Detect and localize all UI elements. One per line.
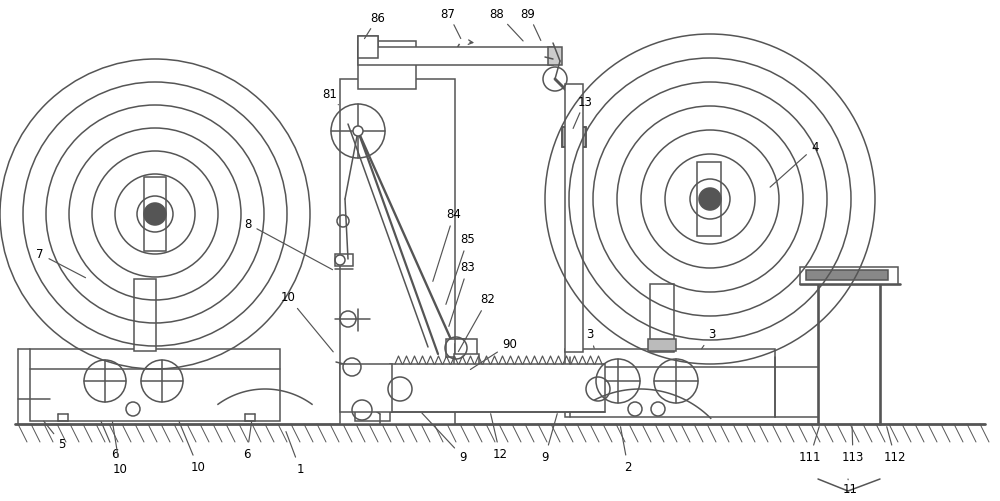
Text: 81: 81 bbox=[323, 87, 338, 106]
Text: 84: 84 bbox=[433, 208, 461, 282]
Bar bbox=[455, 339, 477, 357]
Bar bbox=[355, 399, 390, 421]
Bar bbox=[455, 344, 471, 358]
Text: 90: 90 bbox=[470, 338, 517, 370]
Bar bbox=[358, 37, 378, 59]
Circle shape bbox=[353, 127, 363, 137]
Circle shape bbox=[699, 188, 721, 210]
Bar bbox=[562, 128, 586, 148]
Text: 11: 11 bbox=[842, 479, 857, 495]
Text: 10: 10 bbox=[179, 422, 205, 473]
Bar bbox=[565, 349, 775, 417]
Bar bbox=[30, 349, 280, 421]
Text: 111: 111 bbox=[799, 427, 821, 463]
Bar bbox=[390, 364, 605, 412]
Text: 89: 89 bbox=[521, 8, 541, 42]
Bar bbox=[548, 48, 562, 66]
Text: 3: 3 bbox=[586, 328, 594, 349]
Bar bbox=[335, 255, 353, 267]
Bar bbox=[806, 271, 888, 281]
Text: 9: 9 bbox=[541, 414, 557, 463]
Bar bbox=[565, 85, 583, 352]
Text: 83: 83 bbox=[449, 261, 475, 327]
Bar bbox=[454, 354, 479, 372]
Text: 6: 6 bbox=[101, 422, 119, 460]
Text: 113: 113 bbox=[842, 427, 864, 463]
Bar bbox=[800, 268, 898, 285]
Text: 88: 88 bbox=[490, 8, 523, 42]
Text: 3: 3 bbox=[702, 328, 716, 349]
Text: 4: 4 bbox=[770, 141, 819, 188]
Text: 87: 87 bbox=[441, 8, 461, 40]
Text: 1: 1 bbox=[286, 432, 304, 475]
Text: 7: 7 bbox=[36, 248, 86, 278]
Bar bbox=[446, 339, 466, 357]
Text: 112: 112 bbox=[884, 427, 906, 463]
Text: 13: 13 bbox=[573, 95, 592, 129]
Text: 8: 8 bbox=[244, 218, 333, 270]
Bar bbox=[358, 42, 416, 90]
Bar bbox=[648, 339, 676, 351]
Text: 9: 9 bbox=[422, 413, 467, 463]
Text: 2: 2 bbox=[621, 427, 632, 473]
Bar bbox=[697, 163, 721, 236]
Bar bbox=[650, 285, 674, 352]
Bar bbox=[144, 178, 166, 252]
Text: 82: 82 bbox=[458, 293, 495, 352]
Text: 10: 10 bbox=[281, 291, 333, 352]
Text: 6: 6 bbox=[243, 422, 252, 460]
Bar bbox=[340, 364, 392, 412]
Circle shape bbox=[144, 203, 166, 225]
Bar bbox=[340, 80, 455, 424]
Text: 12: 12 bbox=[491, 414, 508, 460]
Text: 85: 85 bbox=[446, 233, 475, 305]
Text: 86: 86 bbox=[364, 12, 385, 40]
Bar bbox=[358, 37, 378, 57]
Bar bbox=[134, 280, 156, 351]
Bar bbox=[562, 128, 586, 148]
Text: 5: 5 bbox=[44, 421, 66, 450]
Text: 10: 10 bbox=[112, 422, 127, 475]
Bar bbox=[358, 48, 553, 66]
